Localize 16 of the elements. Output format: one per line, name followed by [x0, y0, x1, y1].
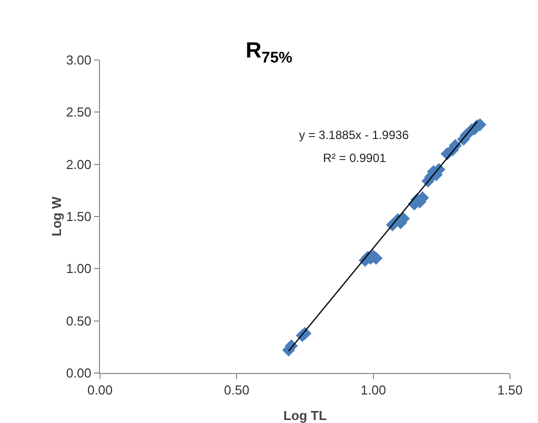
y-tick-label: 0.00 [66, 366, 92, 381]
x-tick-label: 0.50 [224, 382, 250, 398]
y-tick-label: 1.00 [66, 261, 92, 276]
x-tick-label: 1.50 [497, 382, 523, 398]
x-tick-label: 1.00 [360, 382, 386, 398]
x-axis-title: Log TL [283, 408, 327, 423]
y-tick-label: 1.50 [66, 209, 92, 224]
y-tick-label: 0.50 [66, 313, 92, 328]
annotation: R² = 0.9901 [323, 151, 386, 165]
chart-title: R$_{75%}$ [246, 38, 293, 66]
y-tick-label: 2.50 [66, 104, 92, 120]
y-axis-title: Log W [49, 196, 64, 236]
x-tick-label: 0.00 [87, 382, 113, 398]
y-tick-label: 3.00 [66, 52, 92, 68]
y-tick-label: 2.00 [66, 156, 92, 172]
annotation: y = 3.1885x - 1.9936 [299, 128, 410, 142]
